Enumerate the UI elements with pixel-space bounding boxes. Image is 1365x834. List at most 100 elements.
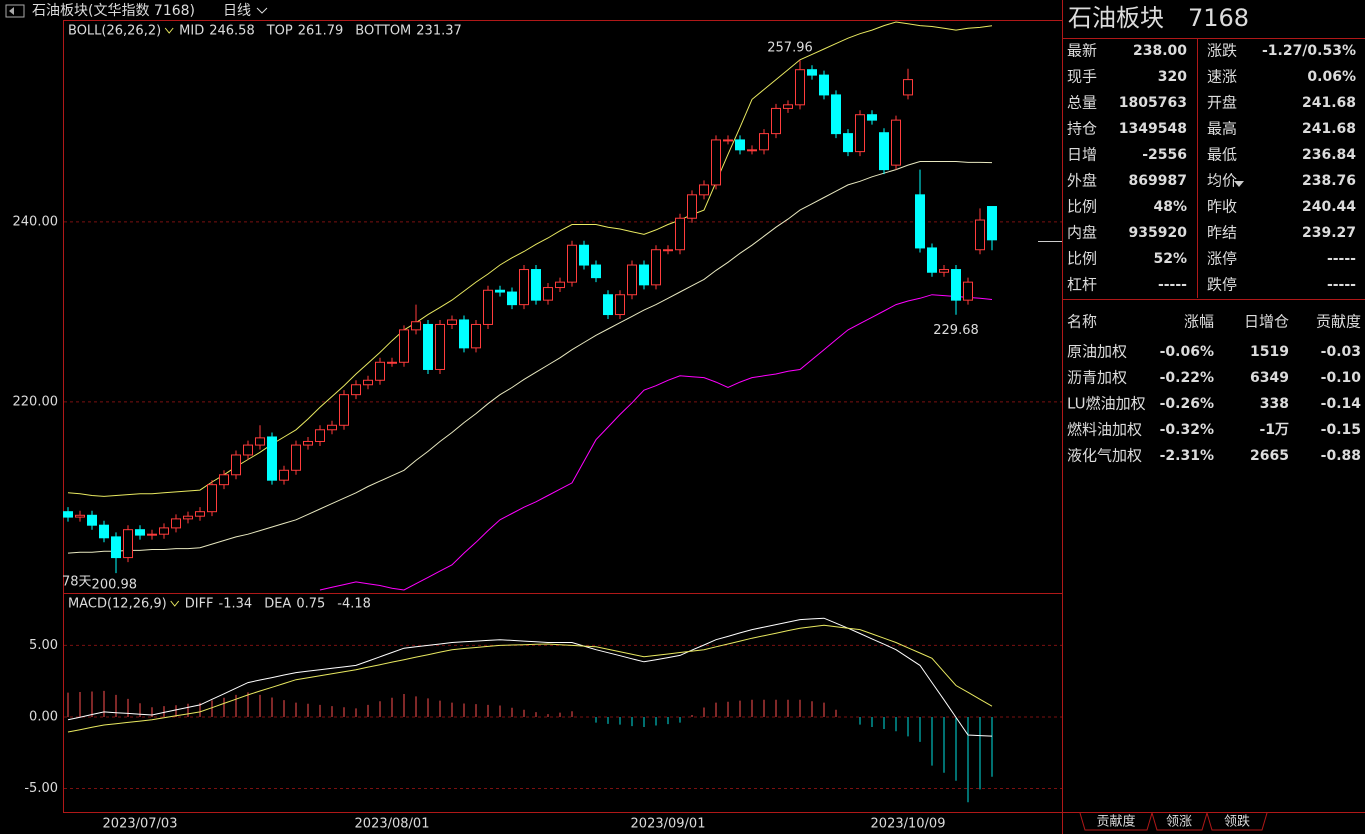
- quote-label: 现手: [1067, 68, 1097, 86]
- candle-body: [939, 269, 949, 273]
- legend-name: MID: [179, 24, 204, 39]
- candle-body: [687, 194, 697, 219]
- legend-value: 246.58: [209, 24, 255, 39]
- tab[interactable]: 领跌: [1224, 814, 1250, 830]
- indicator-line: [67, 161, 993, 554]
- quote-label: 开盘: [1207, 94, 1237, 112]
- candle-body: [603, 294, 613, 316]
- quote-value: 239.27: [1302, 225, 1356, 241]
- column-header: 日增仓: [1244, 313, 1289, 331]
- avg-dropdown[interactable]: [1234, 181, 1244, 187]
- candle-body: [291, 444, 301, 471]
- component-cell: -0.22%: [1160, 370, 1214, 386]
- tab[interactable]: 领涨: [1166, 815, 1192, 830]
- legend-value: -1.34: [219, 597, 253, 612]
- quote-label: 涨跌: [1207, 42, 1237, 60]
- quote-value: 1805763: [1119, 95, 1187, 111]
- quote-value: 320: [1158, 69, 1187, 85]
- component-cell: -1万: [1259, 422, 1289, 438]
- component-cell: LU燃油加权: [1067, 395, 1146, 413]
- candle-body: [831, 94, 841, 135]
- quote-value: -----: [1158, 277, 1187, 293]
- candle-body: [843, 133, 853, 153]
- tab[interactable]: 贡献度: [1096, 814, 1135, 830]
- component-cell: 338: [1260, 396, 1289, 412]
- candle-body: [207, 484, 217, 513]
- candle-body: [459, 319, 469, 349]
- quote-value: -----: [1327, 251, 1356, 267]
- candle-body: [159, 527, 169, 535]
- legend-name: BOTTOM: [355, 24, 411, 39]
- candle-body: [771, 107, 781, 135]
- candle-body: [927, 247, 937, 273]
- candle-body: [219, 474, 229, 486]
- column-header: 贡献度: [1316, 313, 1361, 331]
- quote-value: 240.44: [1302, 199, 1356, 215]
- quote-value: 238.76: [1302, 173, 1356, 189]
- candle-body: [735, 139, 745, 151]
- candle-body: [447, 319, 457, 325]
- candle-body: [135, 529, 145, 536]
- candle-body: [327, 424, 337, 431]
- candle-body: [267, 436, 277, 481]
- candle-body: [435, 323, 445, 370]
- x-tick-label: 2023/10/09: [871, 817, 946, 832]
- candle-body: [351, 384, 361, 396]
- candle-body: [615, 294, 625, 316]
- quote-value: 241.68: [1302, 95, 1356, 111]
- candle-body: [951, 269, 961, 301]
- component-cell: 原油加权: [1067, 343, 1127, 361]
- component-cell: -0.88: [1321, 448, 1361, 464]
- quote-label: 杠杆: [1067, 276, 1097, 294]
- candle-body: [747, 149, 757, 152]
- candle-body: [675, 217, 685, 251]
- period-count: 78天: [62, 575, 92, 590]
- quote-label: 速涨: [1207, 68, 1237, 86]
- quote-code: 7168: [1188, 4, 1249, 32]
- tab-shapes: [1079, 812, 1268, 831]
- indicator-line: [319, 294, 993, 591]
- candle-body: [411, 321, 421, 331]
- component-cell: -0.32%: [1160, 422, 1214, 438]
- component-cell: -0.06%: [1160, 344, 1214, 360]
- candle-body: [183, 515, 193, 520]
- candle-body: [879, 132, 889, 171]
- component-cell: 燃料油加权: [1067, 421, 1142, 439]
- quote-value: 0.06%: [1307, 69, 1356, 85]
- candle-body: [423, 323, 433, 370]
- quote-label: 持仓: [1067, 120, 1097, 138]
- y-tick-label: 220.00: [13, 394, 59, 409]
- period-chevron: [256, 7, 268, 14]
- candle-body: [255, 437, 265, 446]
- candle-body: [915, 194, 925, 249]
- candle-body: [903, 79, 913, 96]
- candle-body: [63, 511, 73, 518]
- candle-body: [723, 139, 733, 142]
- quote-value: -----: [1327, 277, 1356, 293]
- y-tick-label: 240.00: [13, 214, 59, 229]
- candle-body: [867, 114, 877, 121]
- quote-label: 总量: [1067, 94, 1097, 112]
- candle-body: [195, 511, 205, 517]
- min-label: 200.98: [92, 578, 138, 593]
- candle-body: [375, 361, 385, 381]
- component-cell: 沥青加权: [1067, 369, 1127, 387]
- quote-value: 1349548: [1119, 121, 1187, 137]
- component-cell: 1519: [1250, 344, 1289, 360]
- candle-body: [639, 264, 649, 286]
- candle-body: [99, 524, 109, 539]
- candle-body: [87, 514, 97, 526]
- candle-body: [339, 394, 349, 426]
- indicator-chevron: [170, 600, 180, 607]
- candle-body: [231, 454, 241, 476]
- legend-name: DIFF: [185, 597, 214, 612]
- back-icon[interactable]: [5, 4, 25, 18]
- indicator-line: [67, 624, 993, 733]
- period[interactable]: 日线: [223, 3, 251, 19]
- candle-body: [975, 219, 985, 251]
- quote-value: 241.68: [1302, 121, 1356, 137]
- candle-body: [363, 379, 373, 386]
- chart-layer: 220.00 240.00 2023/07/03 2023/08/01 2023/09/…: [13, 4, 1362, 832]
